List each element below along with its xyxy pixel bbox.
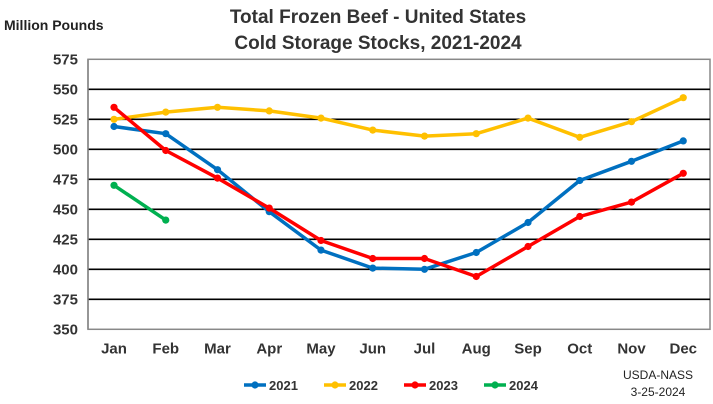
series-line-2022	[113, 96, 684, 140]
legend-label-2021: 2021	[269, 378, 298, 393]
y-tick-label: 400	[53, 261, 78, 278]
series-line-2023	[112, 105, 685, 279]
y-tick-label: 425	[53, 231, 78, 248]
y-tick-label: 450	[53, 201, 78, 218]
data-point-2021	[472, 248, 480, 257]
data-point-2022	[162, 108, 170, 116]
source-date: 3-25-2024	[631, 385, 686, 399]
data-point-2021	[420, 265, 429, 273]
legend-label-2022: 2022	[349, 378, 378, 393]
data-point-2023	[472, 272, 480, 281]
data-point-2022	[679, 94, 687, 102]
x-tick-label: Sep	[514, 340, 542, 357]
data-point-2023	[213, 174, 222, 182]
x-tick-label: Dec	[669, 340, 697, 357]
source-label: USDA-NASS	[623, 368, 693, 382]
chart-title-line2: Cold Storage Stocks, 2021-2024	[234, 33, 522, 54]
x-tick-label: Mar	[204, 340, 231, 357]
data-point-2022	[420, 132, 429, 140]
data-point-2023	[110, 103, 118, 111]
x-tick-label: Oct	[567, 340, 592, 357]
data-point-2021	[162, 130, 170, 138]
y-tick-label: 575	[53, 51, 78, 68]
data-point-2024	[110, 181, 118, 189]
legend-marker-2024	[491, 381, 499, 389]
y-tick-label: 375	[53, 291, 78, 308]
x-tick-label: Aug	[462, 340, 491, 357]
data-point-2023	[369, 254, 377, 263]
data-point-2023	[679, 169, 687, 177]
data-point-2021	[213, 166, 222, 174]
series-line-2021	[113, 124, 684, 272]
data-point-2021	[110, 122, 118, 131]
x-tick-label: Jul	[414, 340, 436, 357]
y-tick-label: 350	[53, 321, 78, 338]
data-point-2021	[627, 157, 636, 165]
data-point-2023	[420, 254, 429, 263]
data-point-2023	[317, 236, 325, 245]
data-point-2023	[162, 146, 170, 155]
y-tick-label: 475	[53, 171, 78, 188]
y-tick-label: 500	[53, 141, 78, 158]
data-point-2021	[576, 176, 584, 185]
data-point-2023	[524, 242, 532, 251]
data-point-2022	[110, 115, 118, 123]
data-point-2024	[162, 216, 170, 224]
y-axis-label: Million Pounds	[4, 17, 104, 33]
data-point-2022	[213, 103, 222, 111]
data-point-2021	[317, 246, 325, 254]
data-point-2021	[369, 264, 377, 272]
y-tick-label: 525	[53, 111, 78, 128]
data-point-2022	[576, 133, 584, 141]
data-point-2023	[265, 204, 273, 212]
data-point-2023	[627, 198, 636, 206]
x-tick-label: Jan	[101, 340, 127, 357]
x-tick-label: Jun	[359, 340, 386, 357]
data-point-2022	[265, 107, 273, 115]
x-tick-label: Apr	[256, 340, 282, 357]
data-point-2021	[524, 218, 532, 227]
data-point-2022	[472, 130, 480, 138]
legend-label-2024: 2024	[509, 378, 539, 393]
chart-title-line1: Total Frozen Beef - United States	[230, 7, 526, 28]
x-tick-label: May	[306, 340, 336, 357]
series-line-2024	[113, 183, 167, 222]
legend-marker-2021	[251, 381, 259, 389]
legend-label-2023: 2023	[429, 378, 458, 393]
legend-marker-2022	[331, 381, 339, 389]
y-tick-label: 550	[53, 81, 78, 98]
x-tick-label: Feb	[152, 340, 179, 357]
plot-area	[87, 58, 711, 331]
legend-marker-2023	[411, 381, 419, 389]
data-point-2022	[369, 126, 377, 134]
x-tick-label: Nov	[617, 340, 646, 357]
data-point-2022	[627, 118, 636, 126]
data-point-2023	[576, 212, 584, 221]
data-point-2022	[317, 114, 325, 122]
data-point-2022	[524, 114, 532, 122]
data-point-2021	[679, 137, 687, 145]
